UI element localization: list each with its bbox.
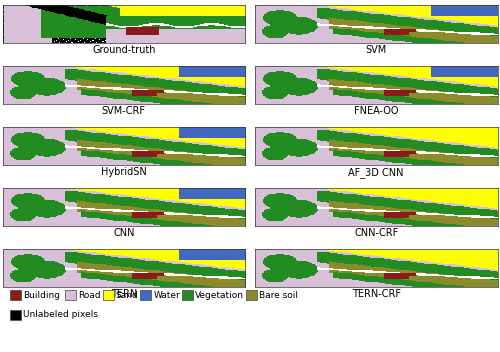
Text: Water: Water (154, 291, 180, 300)
X-axis label: SVM-CRF: SVM-CRF (102, 106, 146, 116)
Text: Building: Building (23, 291, 60, 300)
X-axis label: CNN: CNN (113, 228, 134, 238)
X-axis label: FNEA-OO: FNEA-OO (354, 106, 399, 116)
Text: Sand: Sand (116, 291, 138, 300)
Text: Road: Road (78, 291, 101, 300)
X-axis label: SVM: SVM (366, 45, 387, 55)
Text: Bare soil: Bare soil (260, 291, 298, 300)
X-axis label: TERN-CRF: TERN-CRF (352, 289, 401, 299)
X-axis label: AF_3D CNN: AF_3D CNN (348, 167, 404, 178)
Text: Unlabeled pixels: Unlabeled pixels (23, 310, 98, 319)
X-axis label: TERN: TERN (110, 289, 137, 299)
X-axis label: CNN-CRF: CNN-CRF (354, 228, 399, 238)
Text: Vegetation: Vegetation (196, 291, 244, 300)
X-axis label: Ground-truth: Ground-truth (92, 45, 156, 55)
X-axis label: HybridSN: HybridSN (101, 167, 146, 177)
